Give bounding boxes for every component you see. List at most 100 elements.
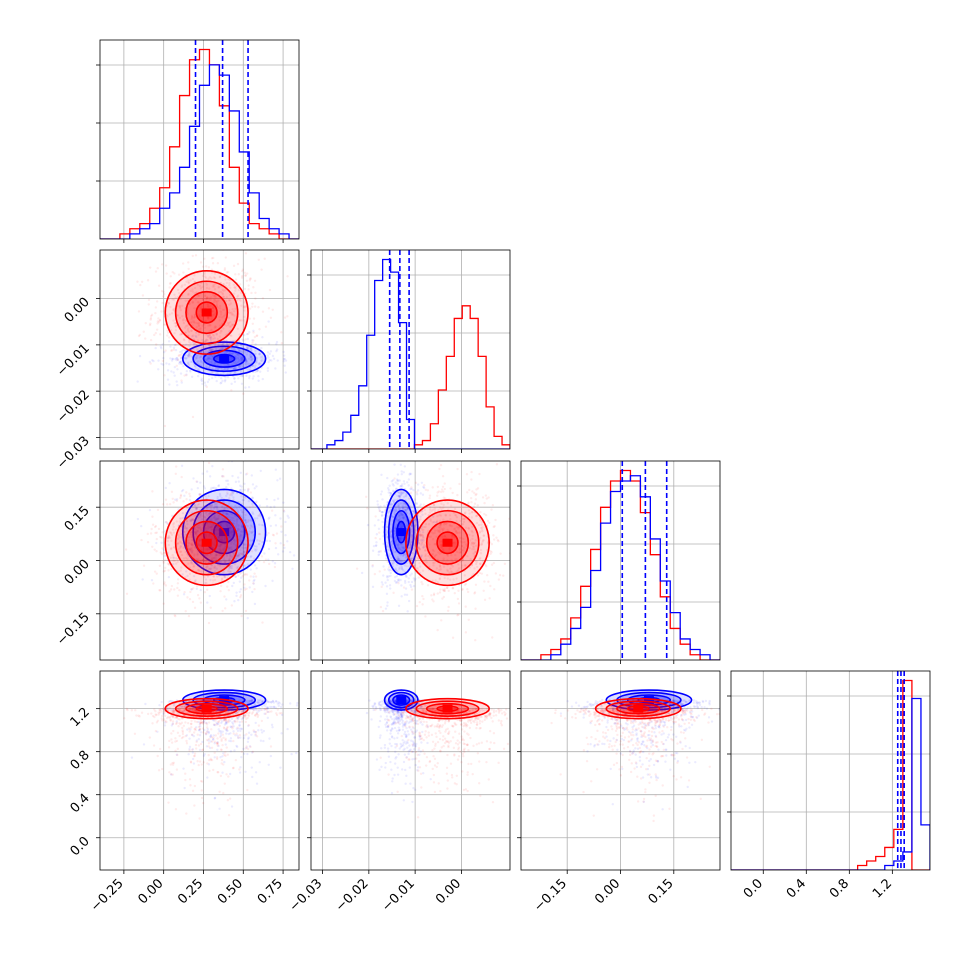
scatter-point: [260, 523, 264, 527]
scatter-point: [231, 474, 234, 478]
scatter-point: [239, 471, 242, 475]
scatter-point: [491, 504, 495, 507]
scatter-point: [468, 533, 471, 537]
scatter-point: [152, 582, 155, 585]
scatter-point: [245, 272, 249, 275]
scatter-point: [466, 588, 469, 591]
scatter-point: [207, 524, 210, 528]
scatter-point: [223, 308, 226, 312]
scatter-point: [209, 304, 212, 308]
scatter-point: [181, 304, 184, 308]
scatter-point: [371, 565, 374, 568]
scatter-point: [418, 541, 421, 545]
scatter-point: [280, 341, 284, 345]
scatter-point: [436, 494, 439, 497]
scatter-point: [216, 497, 219, 501]
scatter-point: [378, 509, 381, 513]
scatter-point: [230, 246, 232, 248]
scatter-point: [154, 713, 157, 716]
scatter-point: [179, 541, 183, 544]
scatter-point: [171, 497, 174, 500]
scatter-point: [218, 315, 221, 319]
scatter-point: [238, 355, 241, 358]
scatter-point: [394, 456, 396, 458]
scatter-point: [193, 754, 196, 758]
scatter-point: [157, 317, 160, 320]
scatter-point: [160, 263, 164, 266]
scatter-point: [150, 313, 154, 317]
scatter-point: [222, 295, 225, 298]
scatter-point: [433, 543, 436, 546]
scatter-point: [252, 329, 255, 332]
scatter-point: [273, 562, 277, 565]
scatter-point: [176, 578, 180, 581]
scatter-point: [157, 769, 161, 772]
scatter-point: [184, 331, 187, 334]
scatter-point: [223, 518, 227, 521]
scatter-point: [173, 716, 177, 719]
scatter-point: [251, 511, 254, 514]
scatter-point: [241, 374, 244, 377]
scatter-point: [226, 585, 229, 588]
density-peak-red: [201, 308, 212, 317]
scatter-point: [221, 505, 224, 509]
scatter-point: [208, 513, 211, 516]
scatter-point: [230, 530, 233, 534]
scatter-point: [446, 577, 450, 580]
scatter-point: [399, 502, 403, 505]
scatter-point: [200, 361, 204, 364]
scatter-point: [424, 549, 427, 552]
scatter-point: [473, 491, 476, 495]
scatter-point: [394, 505, 398, 509]
scatter-point: [415, 491, 418, 494]
scatter-point: [234, 544, 238, 547]
scatter-point: [146, 279, 150, 282]
scatter-point: [233, 377, 236, 380]
scatter-point: [217, 514, 220, 518]
scatter-point: [181, 717, 184, 720]
scatter-point: [274, 546, 278, 550]
scatter-point: [255, 485, 258, 488]
scatter-point: [202, 485, 206, 488]
scatter-point: [459, 519, 462, 523]
scatter-point: [223, 539, 226, 542]
scatter-point: [205, 286, 209, 290]
scatter-point: [479, 552, 483, 555]
scatter-point: [177, 354, 181, 358]
scatter-point: [424, 548, 427, 552]
scatter-point: [431, 548, 435, 552]
scatter-point: [441, 475, 445, 478]
scatter-point: [193, 504, 197, 507]
scatter-point: [388, 584, 392, 587]
scatter-point: [174, 498, 177, 501]
scatter-point: [249, 359, 253, 362]
scatter-point: [255, 567, 258, 570]
scatter-point: [198, 356, 201, 360]
scatter-point: [210, 486, 213, 490]
scatter-point: [414, 559, 418, 562]
scatter-point: [397, 503, 401, 506]
scatter-point: [172, 559, 175, 562]
scatter-point: [220, 539, 223, 542]
scatter-point: [379, 493, 383, 496]
scatter-point: [407, 497, 411, 500]
scatter-point: [479, 519, 482, 522]
panel-frame: [310, 249, 511, 450]
scatter-point: [277, 553, 280, 556]
scatter-point: [190, 549, 193, 553]
scatter-point: [174, 737, 177, 740]
scatter-point: [217, 720, 220, 723]
scatter-point: [215, 505, 219, 508]
scatter-point: [472, 545, 475, 549]
scatter-point: [517, 556, 519, 558]
scatter-point: [167, 301, 171, 305]
scatter-point: [264, 707, 268, 711]
scatter-point: [217, 484, 220, 488]
scatter-point: [431, 486, 434, 489]
scatter-point: [388, 569, 391, 572]
scatter-point: [259, 356, 262, 359]
scatter-point: [478, 557, 481, 561]
scatter-point: [170, 312, 174, 315]
scatter-point: [437, 551, 440, 554]
scatter-point: [440, 527, 444, 531]
